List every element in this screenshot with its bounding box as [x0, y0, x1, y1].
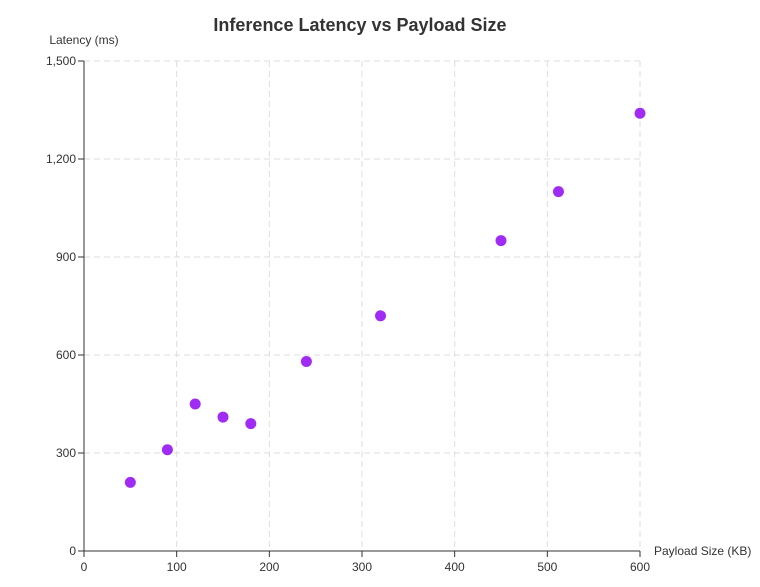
x-tick-label: 400: [445, 560, 465, 574]
x-tick-label: 600: [630, 560, 650, 574]
data-point: [552, 186, 564, 198]
data-points: [124, 107, 646, 488]
data-point: [634, 107, 646, 119]
x-tick-label: 100: [167, 560, 187, 574]
ticks: 0 100 200 300 400 500 600 0 300 600 900 1,200 1,500: [46, 54, 650, 574]
x-axis-label: Payload Size (KB): [654, 544, 751, 558]
y-axis-label: Latency (ms): [49, 33, 118, 47]
y-tick-label: 1,200: [46, 152, 76, 166]
y-tick-label: 0: [69, 544, 76, 558]
data-point: [189, 398, 201, 410]
data-point: [375, 310, 387, 322]
y-tick-label: 300: [56, 446, 76, 460]
x-tick-label: 0: [81, 560, 88, 574]
data-point: [300, 356, 312, 368]
y-tick-label: 600: [56, 348, 76, 362]
data-point: [124, 476, 136, 488]
x-tick-label: 200: [259, 560, 279, 574]
x-tick-label: 500: [537, 560, 557, 574]
y-tick-label: 900: [56, 250, 76, 264]
x-tick-label: 300: [352, 560, 372, 574]
data-point: [495, 235, 507, 247]
data-point: [161, 444, 173, 456]
data-point: [217, 411, 229, 423]
grid: [84, 60, 641, 551]
y-tick-label: 1,500: [46, 54, 76, 68]
chart-title: Inference Latency vs Payload Size: [213, 15, 506, 35]
data-point: [245, 418, 257, 430]
